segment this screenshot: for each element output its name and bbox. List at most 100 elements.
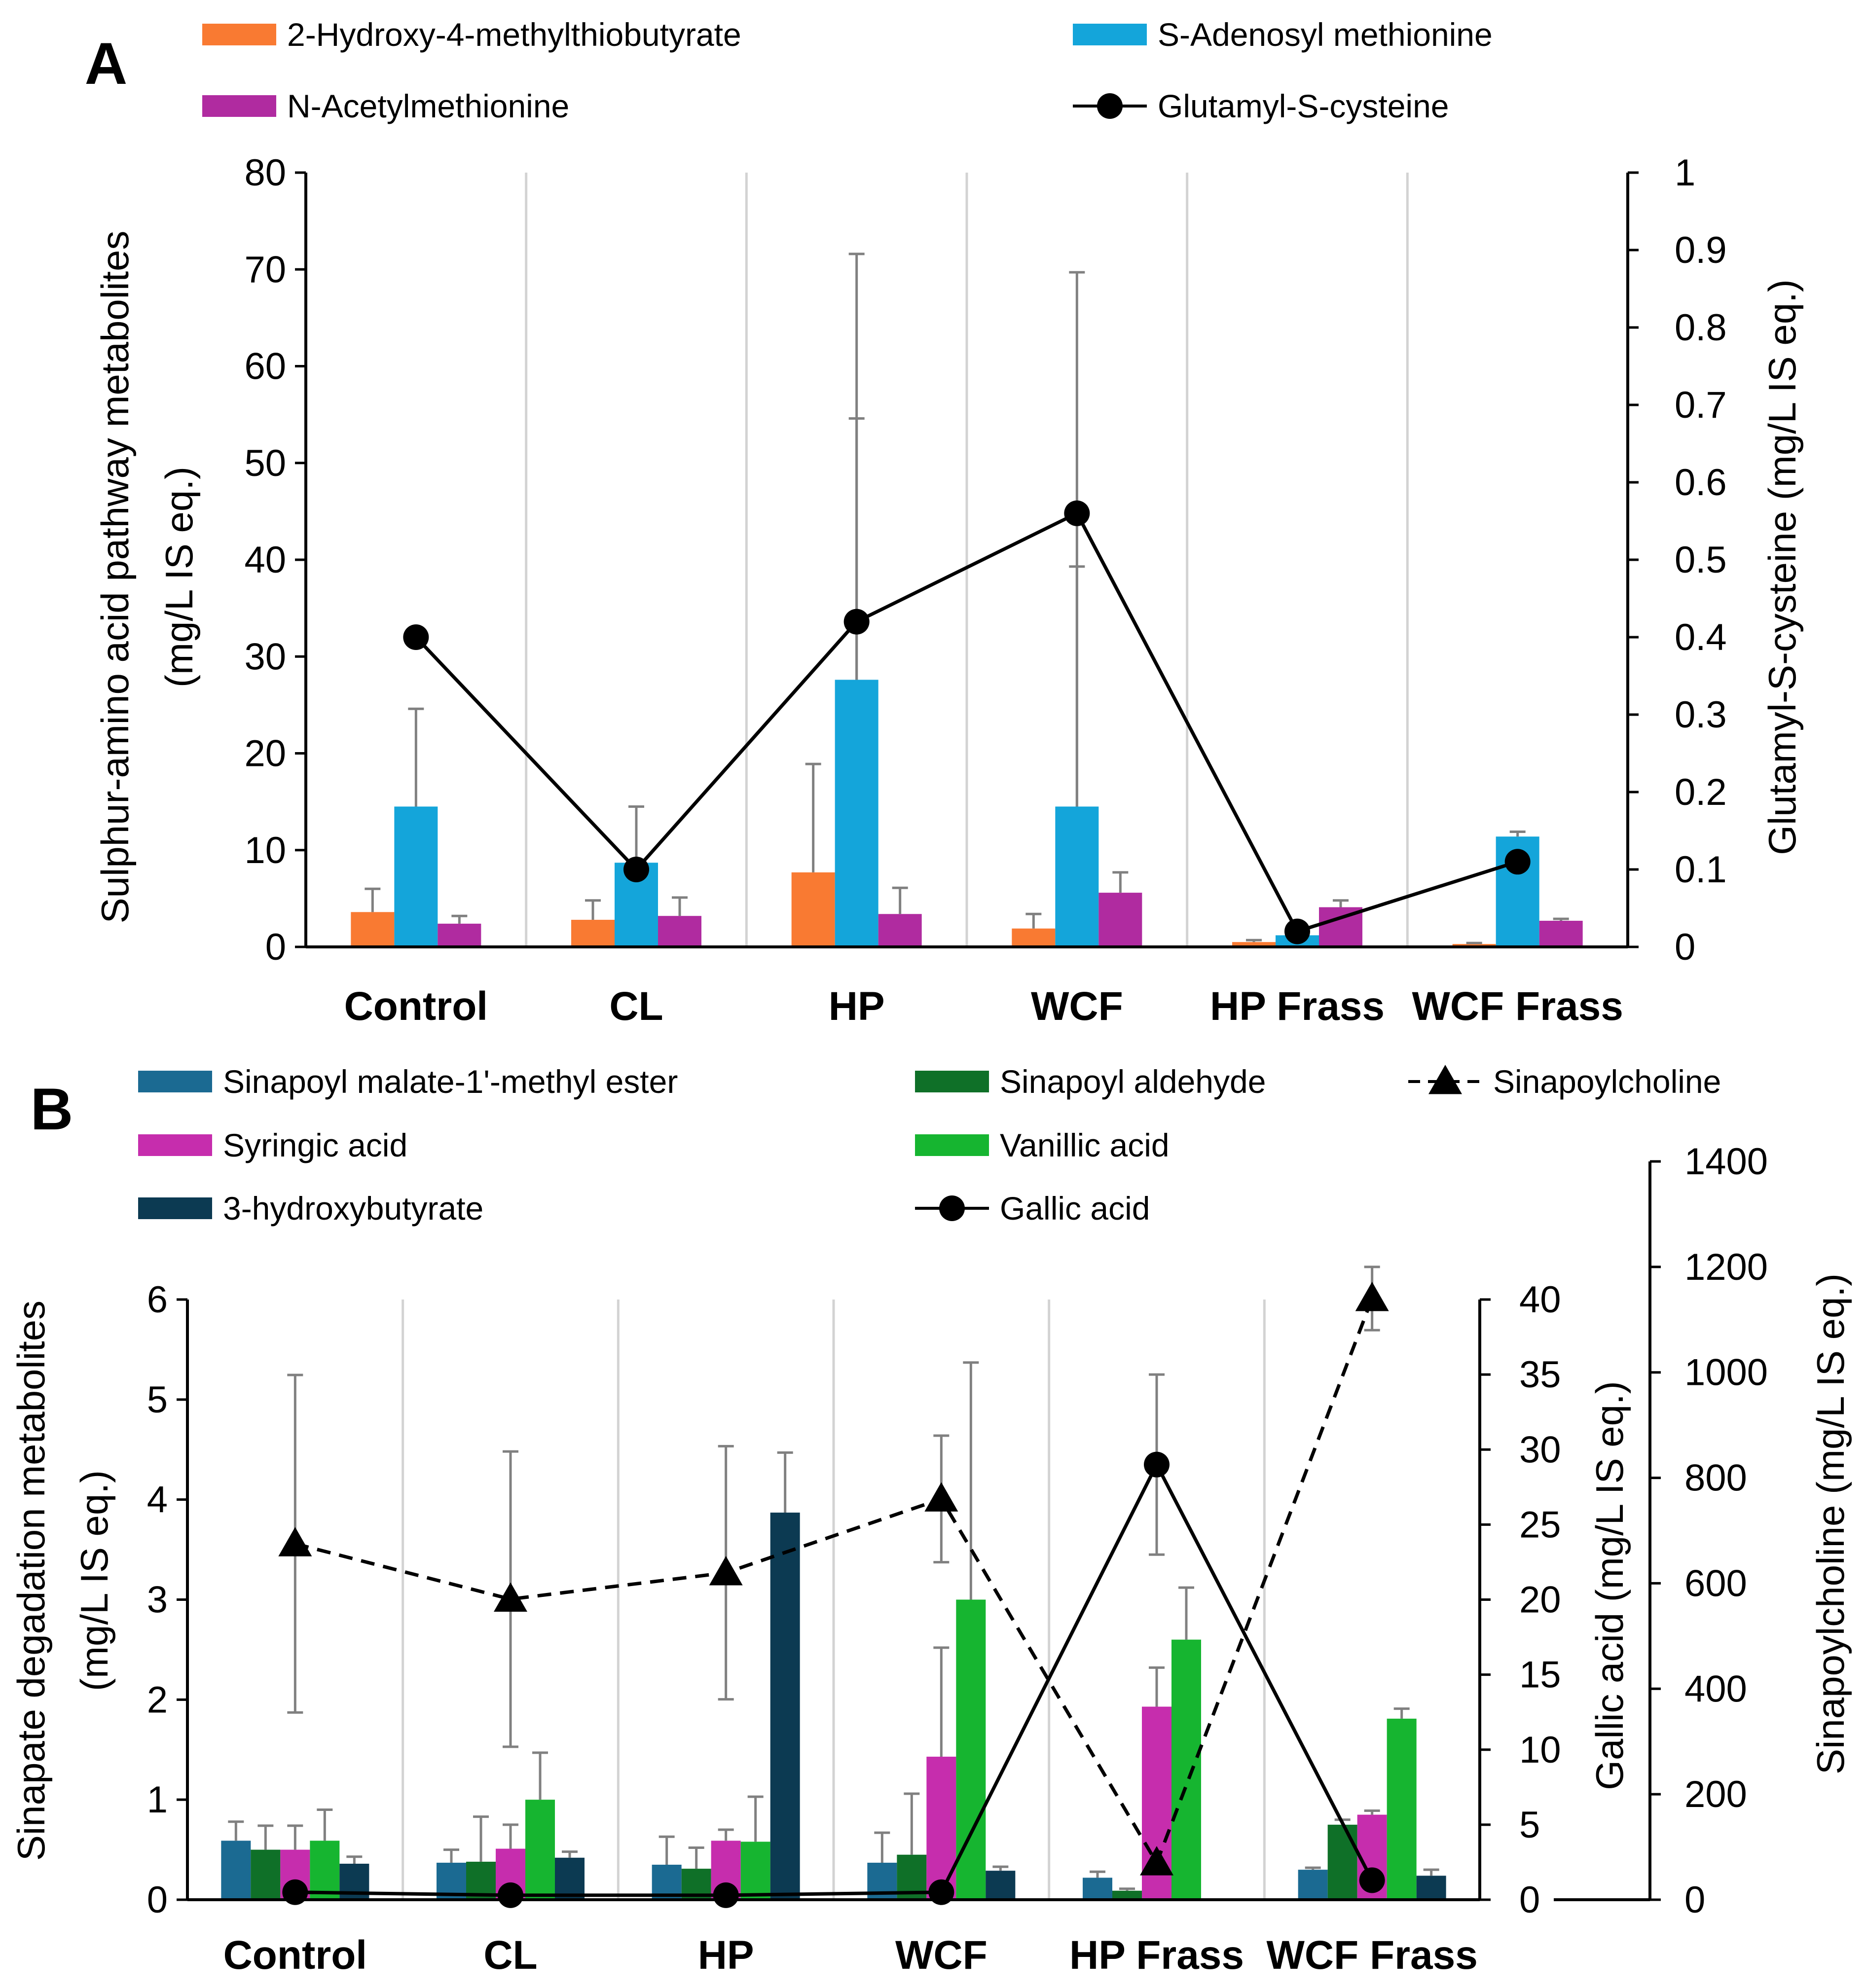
marker-sinapoylcholine-wcf [924, 1482, 958, 1512]
category-label-control: Control [223, 1933, 367, 1978]
panel-b-gridlines [402, 1300, 1266, 1900]
y-tick-label-40: 40 [244, 539, 286, 581]
legend-item-sinapoyl-malate-1-methyl-ester: Sinapoyl malate-1'-methyl ester [138, 1063, 678, 1100]
y3-tick-label-600: 600 [1684, 1562, 1747, 1604]
error-bar-vanillic-acid-wcf-frass [1393, 1707, 1410, 1719]
category-label-wcf-frass: WCF Frass [1267, 1933, 1478, 1978]
error-bar-syringic-acid-cl [503, 1823, 518, 1849]
error-bar-syringic-acid-hp-frass [1149, 1666, 1165, 1707]
error-bar-sinapoyl-malate-1-methyl-ester-hp [659, 1835, 675, 1865]
panel-a-axes [295, 171, 1639, 948]
bar-sinapoyl-malate-1-methyl-ester-hp-frass [1083, 1878, 1112, 1900]
legend-item-gallic-acid: Gallic acid [915, 1190, 1150, 1227]
error-bar-n-acetylmethionine-hp-frass [1333, 899, 1349, 907]
y2-tick-label-0: 0 [1675, 926, 1695, 968]
panel-b-category-labels: Control CL HP WCF HP Frass WCF Frass [223, 1933, 1478, 1978]
bar-2-hydroxy-4-methylthiobutyrate-hp-frass [1232, 942, 1276, 947]
panel-b-ylabel-line2: (mg/L IS eq.) [73, 1470, 116, 1691]
error-bar-2-hydroxy-4-methylthiobutyrate-hp [805, 762, 821, 872]
panel-b-lines [278, 1265, 1389, 1908]
marker-gallic-acid-cl [498, 1882, 523, 1908]
error-bar-s-adenosyl-methionine-control [408, 707, 424, 807]
series-glutamyl-s-cysteine [403, 500, 1531, 944]
error-bar-n-acetylmethionine-wcf-frass [1553, 917, 1569, 921]
bar-n-acetylmethionine-cl [658, 916, 701, 947]
y2-tick-label-0: 0 [1519, 1879, 1540, 1921]
legend-label: Sinapoyl malate-1'-methyl ester [223, 1063, 678, 1100]
error-bar-n-acetylmethionine-cl [672, 896, 688, 916]
panel-b-tick-labels: 0123456051015202530354002004006008001000… [147, 1141, 1768, 1921]
error-bar-sinapoyl-aldehyde-hp-frass [1119, 1887, 1135, 1891]
bar-2-hydroxy-4-methylthiobutyrate-wcf [1012, 928, 1056, 947]
line-gallic-acid [295, 1460, 1374, 1897]
y-tick-label-2: 2 [147, 1679, 168, 1721]
marker-sinapoylcholine-hp [709, 1556, 743, 1586]
error-bar-n-acetylmethionine-control [451, 914, 468, 924]
legend-item-glutamyl-s-cysteine: Glutamyl-S-cysteine [1073, 88, 1449, 124]
y-tick-label-0: 0 [265, 926, 286, 968]
error-bar-3-hydroxybutyrate-control [346, 1855, 363, 1864]
error-bar-sinapoyl-aldehyde-hp [688, 1846, 704, 1869]
panel-b-axes [177, 1160, 1661, 1901]
legend-item-2-hydroxy-4-methylthiobutyrate: 2-Hydroxy-4-methylthiobutyrate [202, 16, 741, 53]
legend-swatch [1073, 24, 1147, 45]
y-tick-label-3: 3 [147, 1579, 168, 1621]
y-tick-label-60: 60 [244, 346, 286, 388]
y-tick-label-50: 50 [244, 442, 286, 484]
y2-tick-label-0-6: 0.6 [1675, 462, 1727, 504]
legend-item-s-adenosyl-methionine: S-Adenosyl methionine [1073, 16, 1493, 53]
legend-item-n-acetylmethionine: N-Acetylmethionine [202, 88, 569, 124]
error-bar-sinapoyl-malate-1-methyl-ester-cl [443, 1848, 459, 1863]
bar-3-hydroxybutyrate-cl [555, 1857, 585, 1900]
panel-b: B 01234560510152025303540020040060080010… [9, 1063, 1852, 1978]
panel-a: A 0 10 20 30 40 50 60 70 80 0 0.1 0.2 0.3 0.4 0.5 0.6 0.… [85, 16, 1804, 1029]
legend-swatch [138, 1197, 212, 1219]
legend-label: Vanillic acid [1000, 1127, 1170, 1163]
bar-s-adenosyl-methionine-control [394, 806, 438, 947]
legend-label: 2-Hydroxy-4-methylthiobutyrate [287, 16, 741, 53]
bar-syringic-acid-wcf [926, 1756, 956, 1900]
panel-a-ylabel-line1: Sulphur-amino acid pathway metabolites [93, 231, 137, 924]
error-bar-n-acetylmethionine-hp [892, 886, 908, 914]
y-tick-label-70: 70 [244, 249, 286, 290]
y2-tick-label-25: 25 [1519, 1504, 1561, 1546]
error-bar-sinapoyl-malate-1-methyl-ester-hp-frass [1090, 1870, 1105, 1878]
panel-b-y2label: Gallic acid (mg/L IS eq.) [1588, 1381, 1631, 1790]
marker-glutamyl-s-cysteine-hp [843, 609, 870, 635]
y-tick-label-6: 6 [147, 1279, 168, 1321]
y2-tick-label-5: 5 [1519, 1804, 1540, 1846]
marker-sinapoylcholine-control [278, 1527, 312, 1556]
marker-glutamyl-s-cysteine-hp-frass [1284, 918, 1310, 944]
legend-label: Glutamyl-S-cysteine [1158, 88, 1449, 124]
bar-vanillic-acid-control [310, 1841, 340, 1900]
category-label-wcf: WCF [895, 1933, 988, 1978]
bar-sinapoyl-aldehyde-hp-frass [1112, 1890, 1142, 1900]
error-bar-3-hydroxybutyrate-wcf [992, 1865, 1009, 1871]
error-bar-s-adenosyl-methionine-cl [628, 805, 644, 863]
y2-tick-label-40: 40 [1519, 1279, 1561, 1321]
legend-marker [939, 1195, 965, 1221]
error-bar-vanillic-acid-wcf [963, 1361, 979, 1600]
bar-sinapoyl-malate-1-methyl-ester-wcf-frass [1298, 1870, 1328, 1900]
y-tick-label-20: 20 [244, 733, 286, 775]
error-bar-2-hydroxy-4-methylthiobutyrate-wcf-frass [1466, 941, 1482, 944]
legend-label: Sinapoyl aldehyde [1000, 1063, 1266, 1100]
y3-tick-label-0: 0 [1684, 1879, 1705, 1921]
bar-vanillic-acid-wcf-frass [1387, 1718, 1417, 1900]
legend-label: Syringic acid [223, 1127, 407, 1163]
y2-tick-label-15: 15 [1519, 1654, 1561, 1696]
panel-a-bars [351, 253, 1583, 947]
legend-item-sinapoylcholine: Sinapoylcholine [1408, 1063, 1721, 1100]
legend-marker [1428, 1065, 1462, 1094]
bar-3-hydroxybutyrate-hp [770, 1513, 800, 1900]
marker-sinapoylcholine-wcf-frass [1355, 1282, 1389, 1311]
error-bar-n-acetylmethionine-wcf [1112, 871, 1129, 893]
legend-label: Sinapoylcholine [1493, 1063, 1721, 1100]
bar-vanillic-acid-hp-frass [1171, 1639, 1201, 1900]
bar-s-adenosyl-methionine-hp [835, 680, 878, 947]
y-tick-label-1: 1 [147, 1779, 168, 1821]
y-tick-label-80: 80 [244, 152, 286, 194]
legend-item-3-hydroxybutyrate: 3-hydroxybutyrate [138, 1190, 483, 1227]
category-label-hp: HP [829, 984, 885, 1029]
bar-n-acetylmethionine-hp [878, 914, 922, 947]
